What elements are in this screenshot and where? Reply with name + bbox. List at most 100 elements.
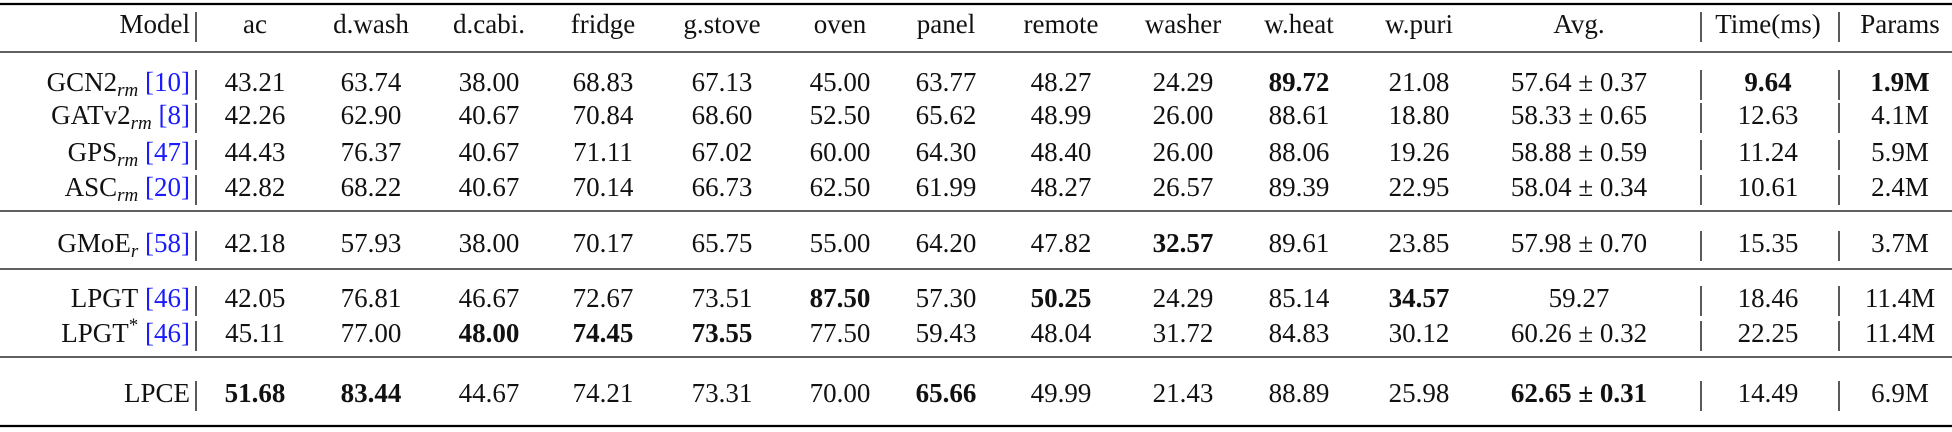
table-cell: 73.55 [692, 318, 753, 348]
citation: [58] [145, 228, 190, 258]
table-cell: 25.98 [1389, 378, 1450, 408]
table-cell: 89.72 [1269, 67, 1330, 97]
citation: [20] [145, 172, 190, 202]
table-cell: 48.27 [1031, 67, 1092, 97]
table-cell: 71.11 [573, 137, 633, 167]
table-cell: 18.80 [1389, 100, 1450, 130]
table-cell: 58.33 ± 0.65 [1511, 100, 1647, 130]
table-cell: 22.25 [1738, 318, 1799, 348]
table-cell: 61.99 [916, 172, 977, 202]
table-cell: 47.82 [1031, 228, 1092, 258]
header-cell: d.wash [333, 9, 409, 39]
table-cell: 48.00 [459, 318, 520, 348]
table-cell: 63.77 [916, 67, 977, 97]
table-cell: 42.18 [225, 228, 286, 258]
header-cell: Avg. [1553, 9, 1604, 39]
table-cell: 50.25 [1031, 283, 1092, 313]
model-base-name: LPCE [124, 378, 190, 408]
table-cell: 74.45 [573, 318, 634, 348]
table-cell: 77.50 [810, 318, 871, 348]
table-cell: 62.90 [341, 100, 402, 130]
table-cell: 9.64 [1744, 67, 1791, 97]
table-cell: 24.29 [1153, 283, 1214, 313]
table-cell: 49.99 [1031, 378, 1092, 408]
citation: [47] [145, 137, 190, 167]
table-cell: 59.27 [1549, 283, 1610, 313]
header-cell: Time(ms) [1715, 9, 1821, 39]
table-cell: 73.51 [692, 283, 753, 313]
header-cell: g.stove [683, 9, 760, 39]
model-base-name: LPGT [61, 318, 129, 348]
table-cell: 40.67 [459, 100, 520, 130]
model-base-name: ASC [65, 172, 118, 202]
model-base-name: GPS [68, 137, 118, 167]
table-cell: 44.43 [225, 137, 286, 167]
table-cell: 88.61 [1269, 100, 1330, 130]
model-subscript: rm [117, 80, 138, 101]
header-cell: Params [1860, 9, 1939, 39]
header-cell: w.heat [1264, 9, 1334, 39]
model-base-name: LPGT [71, 283, 139, 313]
table-cell: 68.22 [341, 172, 402, 202]
table-cell: 22.95 [1389, 172, 1450, 202]
table-cell: 42.26 [225, 100, 286, 130]
table-cell: 65.62 [916, 100, 977, 130]
model-base-name: GCN2 [47, 67, 118, 97]
table-cell: 77.00 [341, 318, 402, 348]
table-cell: 40.67 [459, 172, 520, 202]
table-cell: 68.83 [573, 67, 634, 97]
table-cell: 45.00 [810, 67, 871, 97]
table-cell: 62.50 [810, 172, 871, 202]
model-superscript: * [129, 315, 139, 336]
spacer [138, 283, 145, 313]
table-cell: 6.9M [1871, 378, 1929, 408]
table-cell: 2.4M [1871, 172, 1929, 202]
citation: [46] [145, 318, 190, 348]
table-cell: 73.31 [692, 378, 753, 408]
table-cell: 52.50 [810, 100, 871, 130]
model-name: GCN2rm [10] [47, 67, 190, 101]
table-cell: 4.1M [1871, 100, 1929, 130]
table-cell: 60.26 ± 0.32 [1511, 318, 1647, 348]
model-base-name: GATv2 [51, 100, 131, 130]
model-name: GPSrm [47] [68, 137, 190, 171]
table-cell: 57.30 [916, 283, 977, 313]
table-cell: 48.99 [1031, 100, 1092, 130]
table-cell: 42.82 [225, 172, 286, 202]
table-cell: 57.64 ± 0.37 [1511, 67, 1647, 97]
table-cell: 15.35 [1738, 228, 1799, 258]
table-cell: 26.00 [1153, 100, 1214, 130]
model-base-name: GMoE [57, 228, 131, 258]
table-cell: 42.05 [225, 283, 286, 313]
header-model: Model [120, 9, 191, 39]
table-cell: 63.74 [341, 67, 402, 97]
header-cell: washer [1145, 9, 1221, 39]
header-cell: oven [814, 9, 867, 39]
table-cell: 11.4M [1865, 318, 1935, 348]
model-name: LPCE [124, 378, 190, 408]
table-cell: 76.37 [341, 137, 402, 167]
table-cell: 45.11 [225, 318, 285, 348]
spacer [138, 318, 145, 348]
table-cell: 48.40 [1031, 137, 1092, 167]
table-cell: 1.9M [1870, 67, 1929, 97]
header-cell: w.puri [1385, 9, 1453, 39]
table-cell: 59.43 [916, 318, 977, 348]
spacer [138, 67, 145, 97]
table-cell: 88.06 [1269, 137, 1330, 167]
table-cell: 57.98 ± 0.70 [1511, 228, 1647, 258]
table-cell: 51.68 [225, 378, 286, 408]
spacer [138, 228, 145, 258]
table-cell: 43.21 [225, 67, 286, 97]
table-cell: 66.73 [692, 172, 753, 202]
table-cell: 89.39 [1269, 172, 1330, 202]
header-cell: ac [243, 9, 267, 39]
table-cell: 30.12 [1389, 318, 1450, 348]
spacer [138, 137, 145, 167]
model-name: ASCrm [20] [65, 172, 190, 206]
table-cell: 31.72 [1153, 318, 1214, 348]
table-cell: 19.26 [1389, 137, 1450, 167]
table-cell: 87.50 [810, 283, 871, 313]
spacer [152, 100, 159, 130]
